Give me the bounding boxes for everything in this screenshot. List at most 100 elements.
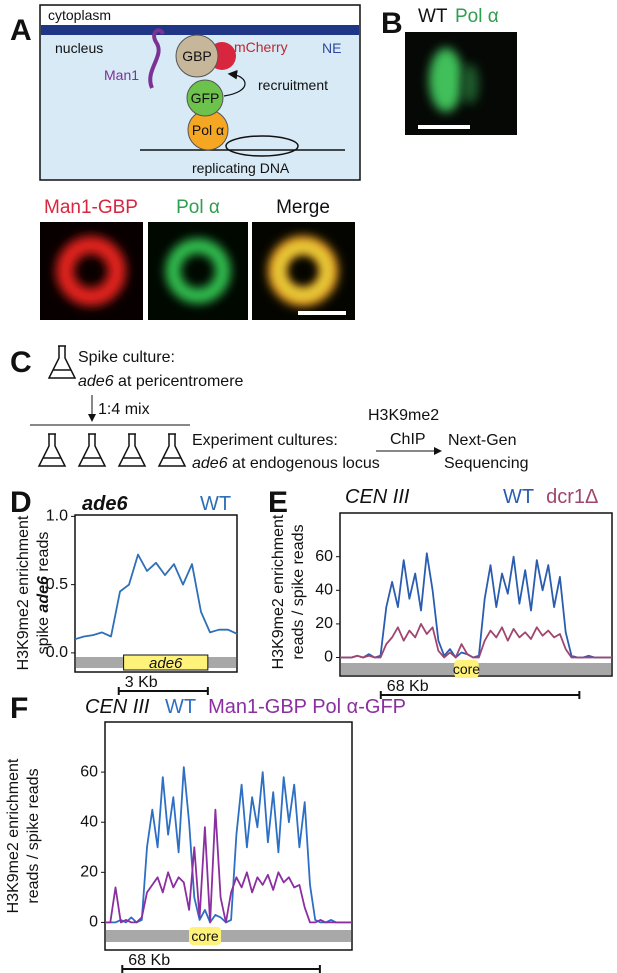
wt-label: WT [418, 6, 448, 27]
micrograph-label: Man1-GBP [44, 197, 138, 218]
sequencing-label: Next-Gen [448, 432, 516, 449]
y-axis-label: H3K9me2 enrichment [15, 515, 32, 670]
legend-label: dcr1Δ [546, 486, 598, 508]
ne-label: NE [322, 40, 341, 56]
panel-label: F [10, 692, 28, 725]
y-axis-label: H3K9me2 enrichment [5, 758, 22, 913]
micrograph [148, 222, 248, 320]
scale-label: 3 Kb [125, 674, 158, 691]
chip-label: ChIP [390, 431, 426, 448]
core-box [454, 660, 479, 678]
man1-label: Man1 [104, 67, 139, 83]
chart-title: ade6 [82, 493, 128, 515]
y-axis-label: reads / spike reads [290, 524, 307, 659]
man1-shape [148, 28, 165, 89]
y-tick-label: 60 [80, 763, 98, 780]
panel-label: C [10, 346, 32, 379]
core-label: core [191, 928, 218, 944]
micrograph-label: Merge [276, 197, 330, 218]
legend-label: WT [200, 493, 231, 515]
scale-label: 68 Kb [128, 952, 170, 969]
y-axis-label-part: reads [35, 532, 52, 576]
spike-label: ade6 at pericentromere [78, 373, 244, 390]
legend-label: WT [503, 486, 534, 508]
signal [165, 238, 231, 304]
experiment-text: at endogenous locus [228, 455, 380, 472]
nucleus-label: nucleus [55, 40, 103, 56]
y-tick-label: 0 [89, 914, 98, 931]
mcherry-label: mCherry [234, 39, 288, 55]
scale-label: 68 Kb [387, 678, 429, 695]
y-tick-label: 40 [80, 813, 98, 830]
flask-icon [47, 345, 77, 379]
gfp-shape [186, 79, 224, 117]
y-axis-label: spike ade6 reads [35, 532, 52, 655]
series-line [340, 623, 612, 659]
y-tick-label: 0.5 [46, 576, 68, 593]
experiment-label: Experiment cultures: [192, 432, 338, 449]
spike-text: at pericentromere [114, 373, 244, 390]
nuclear-envelope [41, 25, 359, 35]
chart-title: CEN III [345, 486, 410, 508]
spike-label: Spike culture: [78, 349, 175, 366]
panel-label: B [381, 7, 403, 40]
replication-bubble [225, 135, 299, 157]
flask-icon [37, 433, 67, 467]
y-tick-label: 0.0 [46, 644, 68, 661]
y-tick-label: 40 [315, 582, 333, 599]
panel-label: A [10, 14, 32, 47]
y-tick-label: 60 [315, 548, 333, 565]
core-label: core [453, 661, 480, 677]
plot-frame [74, 514, 238, 673]
antibody-label: H3K9me2 [368, 407, 439, 424]
dna-label: replicating DNA [192, 160, 290, 176]
gene-name: ade6 [192, 455, 228, 472]
core-box [188, 927, 222, 945]
y-tick-label: 20 [315, 615, 333, 632]
recruitment-label: recruitment [258, 77, 328, 93]
gene-name: ade6 [78, 373, 114, 390]
mix-label: 1:4 mix [98, 401, 150, 418]
flask-icon [157, 433, 187, 467]
pol-label: Pol α [455, 6, 499, 27]
series-line [74, 553, 238, 641]
y-axis-label-part: spike [35, 613, 52, 655]
panel-label: D [10, 486, 32, 519]
flask-icon [117, 433, 147, 467]
panel-label: E [268, 486, 288, 519]
y-axis-label-part: ade6 [35, 576, 52, 613]
pol-label: Pol α [192, 122, 224, 138]
series-line [105, 766, 352, 924]
signal [429, 48, 463, 112]
gbp-label: GBP [182, 48, 212, 64]
series-line [105, 808, 352, 924]
y-tick-label: 1.0 [46, 508, 68, 525]
recruitment-arrow [223, 69, 246, 97]
y-axis-label: H3K9me2 enrichment [270, 514, 287, 669]
y-axis-label-part: reads / spike reads [290, 524, 307, 659]
cytoplasm-label: cytoplasm [48, 7, 111, 23]
gfp-label: GFP [191, 90, 220, 106]
signal [56, 236, 126, 306]
gbp-shape [175, 34, 219, 78]
chart-title: CEN III [85, 696, 150, 718]
flask-icon [77, 433, 107, 467]
sequencing-label: Sequencing [444, 455, 529, 472]
gene-box [123, 654, 209, 671]
micrograph-label: Pol α [176, 197, 220, 218]
legend-label: WT [165, 696, 196, 718]
y-axis-label-part: reads / spike reads [25, 768, 42, 903]
locus-bar [106, 930, 351, 942]
signal [275, 243, 331, 299]
y-tick-label: 0 [324, 649, 333, 666]
y-tick-label: 20 [80, 864, 98, 881]
y-axis-label: reads / spike reads [25, 768, 42, 903]
gene-label: ade6 [149, 655, 183, 672]
signal [461, 64, 479, 104]
cytoplasm-area [41, 6, 359, 25]
legend-label: Man1-GBP Pol α-GFP [208, 696, 406, 718]
plot-frame [339, 512, 613, 677]
